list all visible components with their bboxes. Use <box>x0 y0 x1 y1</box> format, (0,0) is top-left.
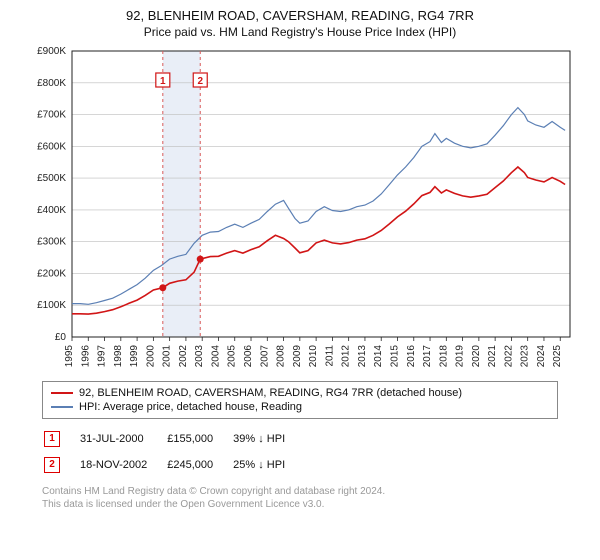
svg-text:£800K: £800K <box>37 78 66 89</box>
svg-text:£400K: £400K <box>37 205 66 216</box>
svg-text:£500K: £500K <box>37 173 66 184</box>
svg-text:£200K: £200K <box>37 268 66 279</box>
marker-date: 31-JUL-2000 <box>80 427 165 451</box>
chart-title-address: 92, BLENHEIM ROAD, CAVERSHAM, READING, R… <box>0 8 600 23</box>
svg-text:2009: 2009 <box>292 345 303 368</box>
marker-number-box: 2 <box>44 457 60 473</box>
marker-number-box: 1 <box>44 431 60 447</box>
legend-label: HPI: Average price, detached house, Read… <box>79 401 302 413</box>
svg-text:£300K: £300K <box>37 237 66 248</box>
marker-date: 18-NOV-2002 <box>80 453 165 477</box>
legend-label: 92, BLENHEIM ROAD, CAVERSHAM, READING, R… <box>79 387 462 399</box>
svg-text:1995: 1995 <box>64 345 75 368</box>
svg-text:£900K: £900K <box>37 46 66 57</box>
svg-text:2019: 2019 <box>455 345 466 368</box>
svg-text:£700K: £700K <box>37 110 66 121</box>
svg-text:2013: 2013 <box>357 345 368 368</box>
svg-text:2007: 2007 <box>259 345 270 368</box>
svg-text:£600K: £600K <box>37 141 66 152</box>
svg-text:2008: 2008 <box>276 345 287 368</box>
svg-text:1998: 1998 <box>113 345 124 368</box>
sale-markers-table: 1 31-JUL-2000£155,00039% ↓ HPI 2 18-NOV-200… <box>42 425 305 479</box>
svg-text:2012: 2012 <box>341 345 352 368</box>
marker-row: 2 18-NOV-2002£245,00025% ↓ HPI <box>44 453 303 477</box>
svg-text:2023: 2023 <box>520 345 531 368</box>
marker-price: £245,000 <box>167 453 231 477</box>
svg-text:1999: 1999 <box>129 345 140 368</box>
svg-text:2005: 2005 <box>227 345 238 368</box>
chart-title-desc: Price paid vs. HM Land Registry's House … <box>0 23 600 39</box>
svg-text:2000: 2000 <box>145 345 156 368</box>
svg-text:2021: 2021 <box>487 345 498 368</box>
svg-text:2020: 2020 <box>471 345 482 368</box>
svg-text:2001: 2001 <box>162 345 173 368</box>
svg-text:2014: 2014 <box>373 345 384 368</box>
svg-text:2022: 2022 <box>503 345 514 368</box>
svg-text:2004: 2004 <box>210 345 221 368</box>
svg-text:2015: 2015 <box>389 345 400 368</box>
marker-delta: 39% ↓ HPI <box>233 427 303 451</box>
svg-text:£0: £0 <box>55 332 67 343</box>
svg-text:2: 2 <box>197 76 203 87</box>
svg-text:2010: 2010 <box>308 345 319 368</box>
svg-text:2002: 2002 <box>178 345 189 368</box>
legend-swatch <box>51 392 73 394</box>
licence-line-2: This data is licensed under the Open Gov… <box>42 498 558 511</box>
marker-row: 1 31-JUL-2000£155,00039% ↓ HPI <box>44 427 303 451</box>
price-chart: £0 £100K £200K £300K £400K £500K £600K £700K £80… <box>20 45 580 375</box>
svg-text:2025: 2025 <box>552 345 563 368</box>
svg-text:1: 1 <box>160 76 166 87</box>
svg-text:1997: 1997 <box>97 345 108 368</box>
legend-swatch <box>51 406 73 408</box>
legend-item: 92, BLENHEIM ROAD, CAVERSHAM, READING, R… <box>51 386 549 400</box>
licence-line-1: Contains HM Land Registry data © Crown c… <box>42 485 558 498</box>
svg-text:2006: 2006 <box>243 345 254 368</box>
marker-price: £155,000 <box>167 427 231 451</box>
svg-text:2011: 2011 <box>324 345 335 367</box>
svg-text:2018: 2018 <box>438 345 449 368</box>
svg-text:2003: 2003 <box>194 345 205 368</box>
svg-text:1996: 1996 <box>80 345 91 368</box>
svg-text:£100K: £100K <box>37 300 66 311</box>
legend: 92, BLENHEIM ROAD, CAVERSHAM, READING, R… <box>42 381 558 419</box>
svg-text:2016: 2016 <box>406 345 417 368</box>
legend-item: HPI: Average price, detached house, Read… <box>51 400 549 414</box>
marker-delta: 25% ↓ HPI <box>233 453 303 477</box>
svg-text:2024: 2024 <box>536 345 547 368</box>
svg-text:2017: 2017 <box>422 345 433 368</box>
